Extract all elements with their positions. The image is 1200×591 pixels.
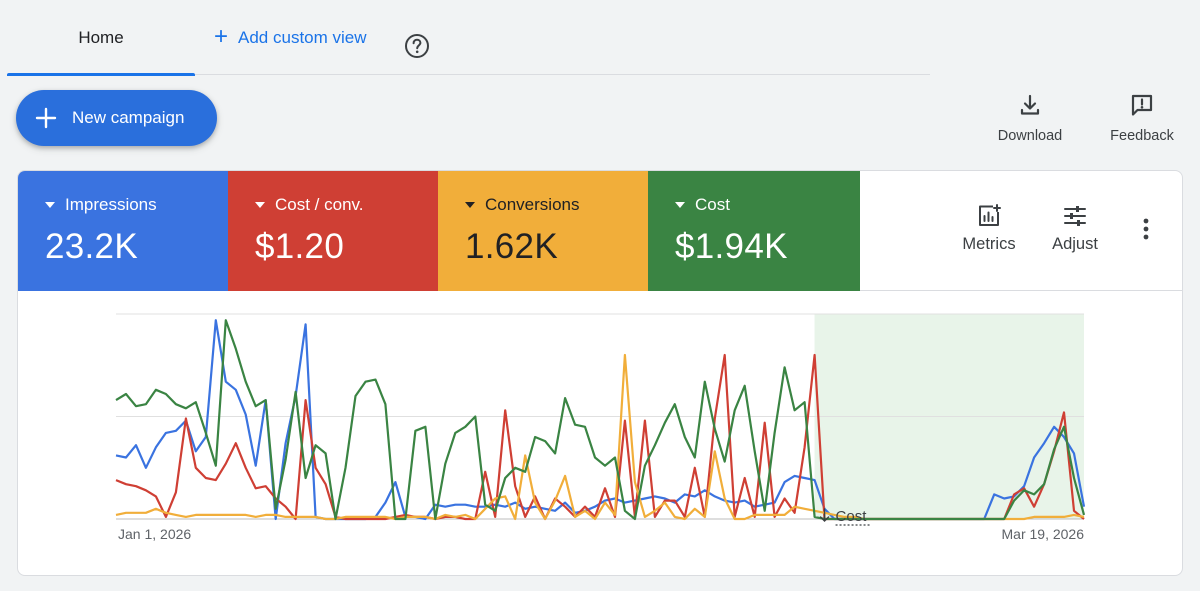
metric-value: $1.20: [255, 227, 345, 266]
tab-home[interactable]: Home: [7, 0, 195, 76]
metric-label: Cost / conv.: [275, 195, 364, 214]
x-axis-start-label: Jan 1, 2026: [118, 526, 191, 542]
adjust-label: Adjust: [1052, 235, 1098, 253]
feedback-label: Feedback: [1110, 128, 1174, 144]
cost-annotation[interactable]: Cost: [819, 508, 871, 526]
download-button[interactable]: Download: [995, 92, 1065, 148]
performance-chart: Cost Jan 1, 2026 Mar 19, 2026: [115, 313, 1086, 542]
overview-card: Impressions 23.2K Cost / conv. $1.20 Con…: [17, 170, 1183, 576]
caret-down-icon[interactable]: [465, 202, 475, 208]
metric-value: 23.2K: [45, 227, 138, 266]
metric-tile-impressions[interactable]: Impressions 23.2K: [18, 171, 229, 291]
new-campaign-label: New campaign: [72, 108, 185, 127]
download-icon: [1020, 94, 1040, 115]
metric-label: Cost: [695, 195, 730, 214]
series-line-cost: [115, 319, 1086, 521]
feedback-button[interactable]: Feedback: [1106, 92, 1178, 148]
metric-label: Impressions: [65, 195, 157, 214]
caret-down-icon[interactable]: [675, 202, 685, 208]
new-campaign-button[interactable]: New campaign: [16, 90, 217, 146]
metrics-chart-icon: [979, 204, 1001, 226]
download-label: Download: [997, 128, 1063, 144]
caret-down-icon[interactable]: [255, 202, 265, 208]
metric-tile-conversions[interactable]: Conversions 1.62K: [438, 171, 649, 291]
caret-down-icon[interactable]: [45, 202, 55, 208]
help-icon[interactable]: [404, 33, 430, 59]
more-vert-icon[interactable]: [1136, 215, 1156, 243]
annotation-label: Cost: [836, 508, 868, 525]
tab-bar: Home + Add custom view: [7, 0, 930, 76]
metric-value: $1.94K: [675, 227, 788, 266]
sliders-icon: [1064, 206, 1086, 226]
x-axis-end-label: Mar 19, 2026: [1002, 526, 1085, 542]
active-tab-indicator: [7, 73, 195, 76]
metrics-row: Impressions 23.2K Cost / conv. $1.20 Con…: [18, 171, 1182, 291]
add-custom-view-label: Add custom view: [238, 27, 367, 47]
add-custom-view-button[interactable]: + Add custom view: [214, 0, 367, 75]
series-group: [115, 319, 1086, 521]
metric-tile-cost[interactable]: Cost $1.94K: [648, 171, 860, 291]
arrow-down-icon: [819, 508, 830, 522]
metrics-label: Metrics: [962, 235, 1016, 253]
metric-value: 1.62K: [465, 227, 558, 266]
metric-tile-cost-per-conv[interactable]: Cost / conv. $1.20: [228, 171, 439, 291]
plus-icon: [35, 107, 57, 129]
feedback-icon: [1131, 94, 1153, 116]
plus-icon: +: [214, 22, 229, 50]
tab-home-label: Home: [78, 27, 124, 47]
metrics-button[interactable]: Metrics: [956, 203, 1022, 254]
metric-label: Conversions: [485, 195, 580, 214]
adjust-button[interactable]: Adjust: [1044, 203, 1106, 254]
